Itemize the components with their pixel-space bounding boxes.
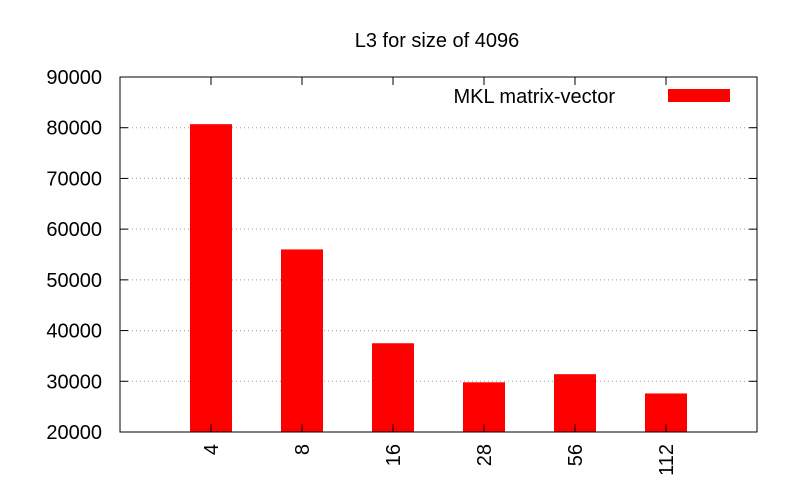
plot-frame: [119, 76, 758, 433]
x-tick-label: 4: [201, 444, 223, 455]
x-tick-label: 16: [383, 444, 405, 466]
legend-label: MKL matrix-vector: [453, 86, 615, 108]
bar-28: [463, 382, 505, 432]
bar-8: [281, 249, 323, 432]
y-tick-label: 20000: [46, 422, 102, 444]
x-tick-label: 112: [656, 444, 678, 476]
legend: MKL matrix-vector: [453, 86, 730, 108]
bar-4: [190, 124, 232, 433]
y-axis: 20000 30000 40000 50000 60000 70000 80000 90000: [46, 67, 102, 444]
x-tick-label: 8: [292, 444, 314, 455]
y-tick-label: 30000: [46, 371, 102, 393]
x-axis: 4 8 16 28 56 112: [201, 444, 678, 476]
y-tick-label: 90000: [46, 67, 102, 89]
y-tick-label: 50000: [46, 270, 102, 292]
x-tick-label: 56: [565, 444, 587, 466]
chart-title: L3 for size of 4096: [355, 30, 520, 52]
y-tick-label: 40000: [46, 321, 102, 343]
bar-16: [372, 343, 414, 432]
y-tick-label: 70000: [46, 168, 102, 190]
bars: [190, 124, 687, 433]
legend-swatch: [668, 89, 730, 102]
bar-56: [554, 374, 596, 432]
y-tick-label: 60000: [46, 219, 102, 241]
y-tick-label: 80000: [46, 118, 102, 140]
ticks: [120, 76, 757, 433]
x-tick-label: 28: [474, 444, 496, 466]
